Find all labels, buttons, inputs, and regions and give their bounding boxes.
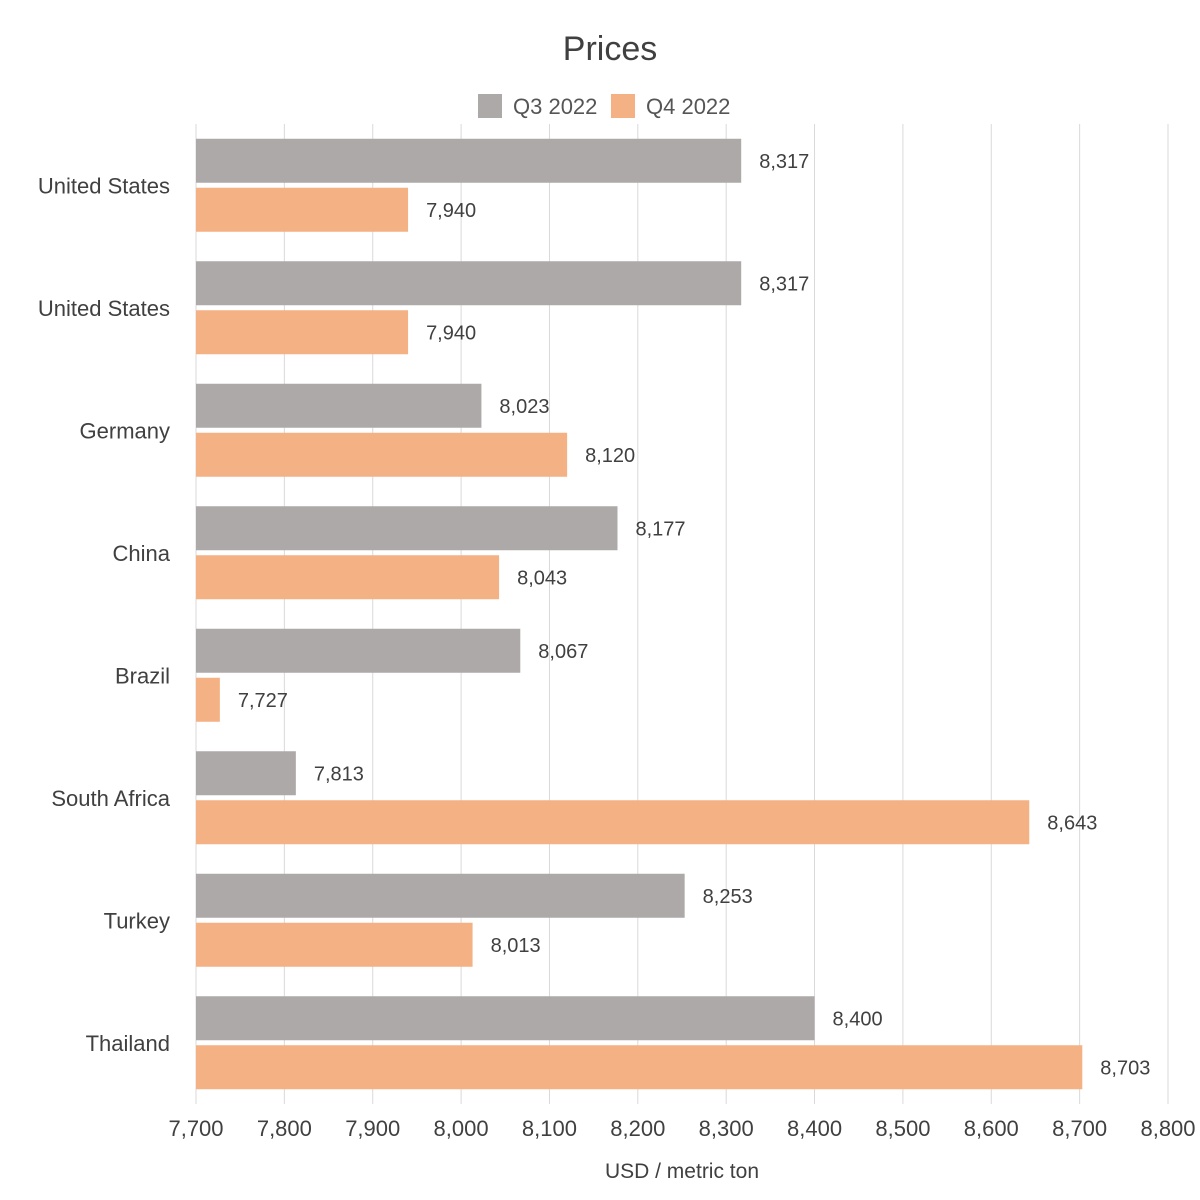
bar-q4 [196, 432, 568, 477]
data-label: 8,023 [499, 396, 549, 418]
bar-q4 [196, 922, 473, 967]
bar-q3 [196, 383, 482, 428]
legend-label-q3: Q3 2022 [513, 94, 597, 119]
data-label: 7,727 [238, 690, 288, 712]
legend-swatch-q3 [478, 94, 502, 118]
data-label: 8,067 [538, 641, 588, 663]
category-label: South Africa [51, 786, 170, 811]
category-label: China [113, 541, 171, 566]
data-label: 8,317 [759, 273, 809, 295]
bar-q4 [196, 310, 409, 355]
x-tick-label: 8,000 [434, 1116, 489, 1141]
data-label: 8,703 [1100, 1057, 1150, 1079]
category-label: United States [38, 173, 170, 198]
bar-q3 [196, 138, 742, 183]
legend-swatch-q4 [611, 94, 635, 118]
bar-q3 [196, 873, 685, 918]
x-tick-label: 8,700 [1052, 1116, 1107, 1141]
x-tick-label: 8,600 [964, 1116, 1019, 1141]
x-tick-label: 8,300 [699, 1116, 754, 1141]
x-axis-ticks: 7,700 7,800 7,900 8,000 8,100 8,200 8,300 8,400… [168, 1116, 1195, 1141]
bar-q3 [196, 751, 296, 796]
data-label: 8,253 [703, 886, 753, 908]
category-label: Brazil [115, 663, 170, 688]
bar-q4 [196, 1045, 1083, 1090]
bar-q4 [196, 800, 1030, 845]
bar-q3 [196, 996, 815, 1041]
data-label: 8,317 [759, 151, 809, 173]
x-axis-title: USD / metric ton [605, 1160, 759, 1183]
data-label: 8,643 [1047, 812, 1097, 834]
category-label: Germany [80, 418, 170, 443]
legend: Q3 2022 Q4 2022 [478, 94, 730, 119]
bar-q4 [196, 187, 409, 232]
data-label: 8,400 [833, 1008, 883, 1030]
bar-q4 [196, 677, 220, 722]
x-tick-label: 8,200 [610, 1116, 665, 1141]
x-tick-label: 8,800 [1140, 1116, 1195, 1141]
bar-q4 [196, 555, 500, 600]
category-label: United States [38, 296, 170, 321]
legend-label-q4: Q4 2022 [646, 94, 730, 119]
data-label: 8,043 [517, 567, 567, 589]
x-tick-label: 8,500 [875, 1116, 930, 1141]
data-label: 7,813 [314, 763, 364, 785]
x-tick-label: 7,700 [168, 1116, 223, 1141]
bar-q3 [196, 261, 742, 306]
bar-q3 [196, 628, 521, 673]
data-label: 8,177 [635, 518, 685, 540]
data-label: 7,940 [426, 322, 476, 344]
chart-title: Prices [563, 30, 657, 68]
x-tick-label: 8,100 [522, 1116, 577, 1141]
data-labels: 8,317 7,940 8,317 7,940 8,023 8,120 8,177 8,043… [238, 151, 1150, 1080]
bar-q3 [196, 506, 618, 551]
category-label: Turkey [104, 908, 170, 933]
data-label: 7,940 [426, 200, 476, 222]
data-label: 8,120 [585, 445, 635, 467]
x-tick-label: 7,900 [345, 1116, 400, 1141]
x-tick-label: 7,800 [257, 1116, 312, 1141]
x-tick-label: 8,400 [787, 1116, 842, 1141]
data-label: 8,013 [491, 935, 541, 957]
category-labels: United States United States Germany China Br… [38, 173, 171, 1056]
bars [196, 138, 1083, 1090]
category-label: Thailand [86, 1031, 170, 1056]
